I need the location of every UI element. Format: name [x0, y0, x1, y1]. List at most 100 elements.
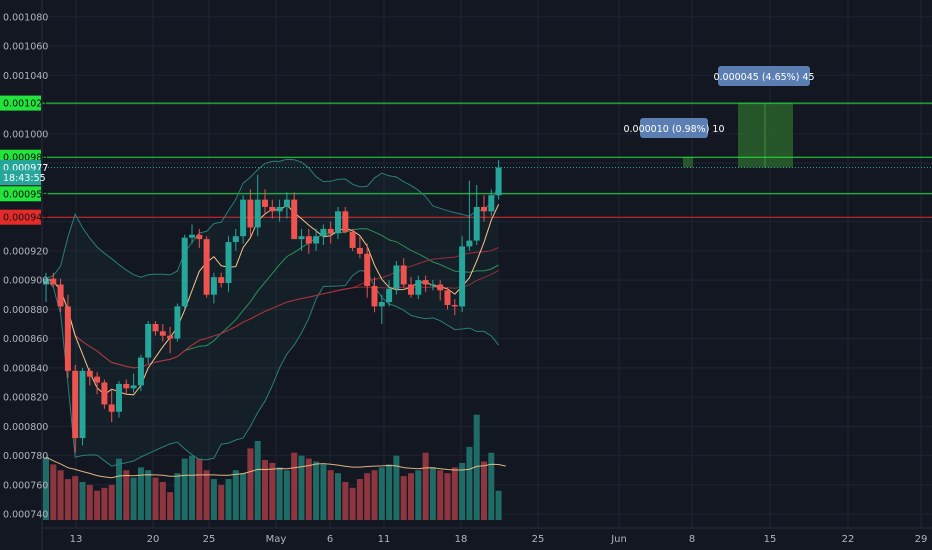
- volume-bar: [276, 467, 283, 520]
- candle-body: [57, 284, 64, 307]
- volume-bar: [269, 462, 276, 520]
- volume-bar: [393, 455, 400, 520]
- bollinger-band-fill: [46, 159, 499, 467]
- time-tick-label: 22: [842, 534, 855, 545]
- candle-body: [291, 199, 298, 240]
- volume-bar: [167, 492, 174, 520]
- price-marker-label: 18:43:55: [3, 173, 46, 184]
- volume-bar: [254, 441, 261, 520]
- candle-body: [393, 265, 400, 289]
- volume-bar: [64, 479, 71, 520]
- price-marker-label: 0.000977: [3, 163, 48, 174]
- volume-bar: [210, 479, 217, 520]
- volume-bar: [137, 467, 144, 520]
- volume-average-line: [45, 456, 507, 479]
- volume-bar: [422, 452, 429, 520]
- volume-bar: [459, 462, 466, 520]
- volume-bars: [43, 414, 502, 520]
- volume-bar: [152, 477, 159, 520]
- volume-bar: [495, 490, 502, 520]
- candle-body: [167, 335, 174, 339]
- horizontal-lines[interactable]: [42, 102, 932, 218]
- measure-annotations[interactable]: 0.000010 (0.98%) 10 0.000045 (4.65%) 45: [623, 66, 815, 138]
- candle-body: [72, 370, 79, 439]
- volume-bar: [327, 470, 334, 520]
- volume-bar: [116, 458, 122, 520]
- candle-body: [86, 370, 93, 377]
- volume-bar: [371, 470, 378, 520]
- volume-bar: [232, 470, 239, 520]
- time-tick-label: 29: [915, 534, 928, 545]
- price-tick-label: 0.001000: [3, 129, 48, 140]
- volume-bar: [313, 461, 320, 520]
- candle-body: [79, 370, 86, 439]
- volume-bar: [145, 470, 152, 520]
- time-tick-label: May: [266, 534, 287, 545]
- candle-body: [174, 306, 181, 339]
- time-tick-label: 8: [689, 534, 695, 545]
- price-tick-label: 0.000920: [3, 246, 48, 257]
- time-axis[interactable]: 13 20 25 May 6 11 18 25 Jun 8 15 22 29: [70, 534, 928, 545]
- price-marker-label: 0.001021: [3, 99, 48, 110]
- candle-body: [408, 284, 414, 295]
- volume-bar: [43, 457, 49, 520]
- volume-bar: [335, 473, 341, 520]
- volume-bar: [364, 473, 371, 520]
- price-marker-label: 0.000943: [3, 213, 48, 224]
- measure-label-text: 0.000045 (4.65%) 45: [713, 72, 814, 83]
- price-marker-box: [0, 186, 41, 202]
- candle-body: [123, 383, 130, 389]
- candle-body: [378, 302, 385, 307]
- candle-body: [488, 195, 495, 212]
- volume-bar: [473, 414, 480, 520]
- candle-body: [386, 288, 393, 303]
- measure-label-box: [640, 118, 708, 138]
- candle-body: [108, 404, 115, 412]
- price-marker-box: [0, 170, 41, 186]
- price-axis[interactable]: 0.001080 0.001060 0.001040 0.001021 0.001000…: [0, 12, 48, 521]
- price-tick-label: 0.000840: [3, 363, 48, 374]
- candle-body: [218, 277, 225, 284]
- candle-body: [269, 206, 276, 212]
- volume-bar: [320, 464, 327, 520]
- small-zone-box: [683, 157, 693, 168]
- candle-body: [159, 331, 166, 336]
- candle-body: [283, 199, 290, 207]
- volume-bar: [429, 467, 436, 520]
- candle-body: [116, 383, 122, 412]
- volume-bar: [305, 458, 312, 520]
- candle-body: [349, 231, 356, 248]
- price-tick-label: 0.000760: [3, 480, 48, 491]
- candle-body: [342, 211, 349, 232]
- volume-bar: [218, 484, 225, 520]
- candlesticks: [43, 160, 502, 453]
- price-tick-label: 0.000860: [3, 334, 48, 345]
- volume-bar: [225, 479, 232, 520]
- bollinger-upper-line: [45, 158, 500, 280]
- time-tick-label: 15: [764, 534, 777, 545]
- volume-bar: [86, 484, 93, 520]
- volume-bar: [79, 481, 86, 520]
- candle-body: [466, 240, 473, 247]
- price-marker-label: 0.000984: [3, 153, 48, 164]
- volume-bar: [72, 476, 79, 520]
- time-tick-label: 25: [203, 534, 216, 545]
- price-tick-label: 0.001040: [3, 71, 48, 82]
- volume-bar: [488, 452, 495, 520]
- price-tick-label: 0.000740: [3, 510, 48, 521]
- price-tick-label: 0.000820: [3, 393, 48, 404]
- measure-label-box: [718, 66, 810, 86]
- candle-body: [481, 206, 487, 212]
- candle-body: [444, 290, 451, 305]
- volume-bar: [189, 455, 195, 520]
- volume-bar: [101, 487, 108, 520]
- candle-body: [305, 236, 312, 244]
- volume-bar: [342, 481, 349, 520]
- price-marker-box: [0, 95, 41, 111]
- candle-body: [247, 199, 254, 228]
- volume-bar: [262, 460, 268, 520]
- measure-label-text: 0.000010 (0.98%) 10: [623, 124, 724, 135]
- candle-body: [371, 285, 378, 307]
- candle-body: [137, 357, 144, 386]
